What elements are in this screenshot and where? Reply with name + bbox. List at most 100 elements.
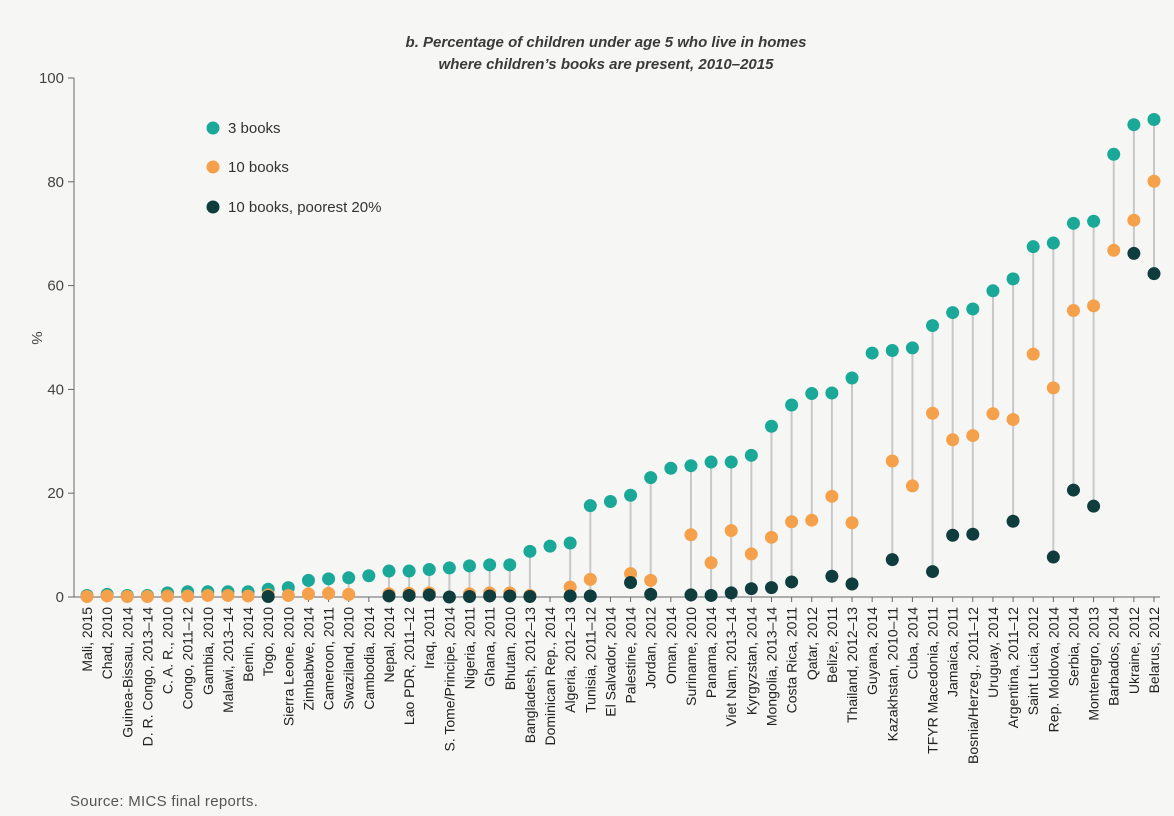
category-label: Congo, 2011–12 <box>180 607 196 710</box>
category-label: Ghana, 2011 <box>482 607 498 687</box>
category-label: Malawi, 2013–14 <box>220 607 236 713</box>
category-label: Belize, 2011 <box>824 607 840 683</box>
point-10-books <box>926 406 940 420</box>
point-10-books <box>946 433 960 447</box>
category-label: Mali, 2015 <box>79 607 95 672</box>
point-3-books <box>1006 272 1020 286</box>
category-label: El Salvador, 2014 <box>602 607 618 717</box>
category-label: Gambia, 2010 <box>200 607 216 695</box>
category-label: Cambodia, 2014 <box>361 607 377 710</box>
point-10-books <box>764 530 778 544</box>
point-10-books <box>845 516 859 530</box>
point-3-books <box>644 471 658 485</box>
point-10-books <box>120 589 134 603</box>
chart-subtitle: where children’s books are present, 2010… <box>439 56 775 73</box>
category-label: Benin, 2014 <box>240 607 256 682</box>
point-3-books <box>422 562 436 576</box>
point-10-books-poorest <box>1046 550 1060 564</box>
point-10-books <box>986 407 1000 421</box>
point-10-books-poorest <box>402 588 416 602</box>
point-10-books-poorest <box>1147 267 1161 281</box>
category-label: Nepal, 2014 <box>381 607 397 683</box>
point-10-books-poorest <box>624 575 638 589</box>
point-3-books <box>301 573 315 587</box>
y-axis-label: % <box>28 331 45 344</box>
point-10-books <box>201 588 215 602</box>
point-3-books <box>946 306 960 320</box>
point-10-books <box>583 572 597 586</box>
point-10-books-poorest <box>885 553 899 567</box>
legend-marker-10-books <box>206 160 220 174</box>
category-label: Zimbabwe, 2014 <box>300 607 316 711</box>
point-3-books <box>1107 147 1121 161</box>
point-10-books-poorest <box>442 590 456 604</box>
point-10-books <box>684 528 698 542</box>
point-3-books <box>724 455 738 469</box>
point-10-books <box>1066 304 1080 318</box>
point-3-books <box>523 544 537 558</box>
point-10-books <box>322 586 336 600</box>
chart-title: b. Percentage of children under age 5 wh… <box>406 34 807 51</box>
point-3-books <box>926 319 940 333</box>
y-tick-label: 40 <box>47 381 64 398</box>
category-label: Tunisia, 2011–12 <box>582 607 598 713</box>
point-3-books <box>1066 216 1080 230</box>
point-3-books <box>342 571 356 585</box>
point-3-books <box>322 572 336 586</box>
point-3-books <box>865 346 879 360</box>
legend-label-10-books: 10 books <box>228 159 289 176</box>
category-label: Lao PDR, 2011–12 <box>401 607 417 725</box>
point-3-books <box>1046 236 1060 250</box>
point-10-books <box>905 479 919 493</box>
point-10-books-poorest <box>463 589 477 603</box>
category-label: Ukraine, 2012 <box>1126 607 1142 694</box>
point-10-books <box>805 513 819 527</box>
point-10-books <box>1147 174 1161 188</box>
point-10-books <box>342 587 356 601</box>
point-10-books <box>1026 347 1040 361</box>
category-label: Rep. Moldova, 2014 <box>1045 607 1061 733</box>
point-10-books <box>80 589 94 603</box>
point-10-books-poorest <box>1127 246 1141 260</box>
point-10-books-poorest <box>483 589 497 603</box>
point-3-books <box>563 536 577 550</box>
category-label: Belarus, 2012 <box>1146 607 1162 694</box>
point-10-books-poorest <box>644 587 658 601</box>
point-3-books <box>885 343 899 357</box>
category-label: Guinea-Bissau, 2014 <box>119 607 135 738</box>
point-10-books-poorest <box>382 589 396 603</box>
point-10-books-poorest <box>422 588 436 602</box>
point-10-books-poorest <box>845 577 859 591</box>
category-label: S. Tome/Principe, 2014 <box>441 607 457 752</box>
category-label: Cameroon, 2011 <box>321 607 337 710</box>
point-10-books-poorest <box>744 582 758 596</box>
point-3-books <box>503 558 517 572</box>
point-10-books-poorest <box>785 575 799 589</box>
point-3-books <box>744 448 758 462</box>
point-3-books <box>463 559 477 573</box>
category-label: Swaziland, 2010 <box>341 607 357 710</box>
source-note: Source: MICS final reports. <box>70 793 259 810</box>
y-tick-label: 100 <box>39 70 64 87</box>
point-3-books <box>583 499 597 513</box>
point-3-books <box>764 419 778 433</box>
y-tick-label: 0 <box>56 589 64 606</box>
point-10-books-poorest <box>825 569 839 583</box>
legend-label-10-books-poorest: 10 books, poorest 20% <box>228 199 381 216</box>
category-label: Guyana, 2014 <box>864 607 880 695</box>
point-10-books-poorest <box>946 528 960 542</box>
category-label: Suriname, 2010 <box>683 607 699 706</box>
category-label: Algeria, 2012–13 <box>562 607 578 713</box>
data-points <box>80 113 1161 604</box>
category-label: Saint Lucia, 2012 <box>1025 607 1041 715</box>
point-10-books-poorest <box>261 589 275 603</box>
category-label: Bangladesh, 2012–13 <box>522 607 538 743</box>
category-label: Cuba, 2014 <box>904 607 920 680</box>
point-10-books <box>221 588 235 602</box>
point-10-books-poorest <box>724 586 738 600</box>
legend-label-3-books: 3 books <box>228 120 281 137</box>
point-10-books-poorest <box>503 589 517 603</box>
point-10-books-poorest <box>583 589 597 603</box>
